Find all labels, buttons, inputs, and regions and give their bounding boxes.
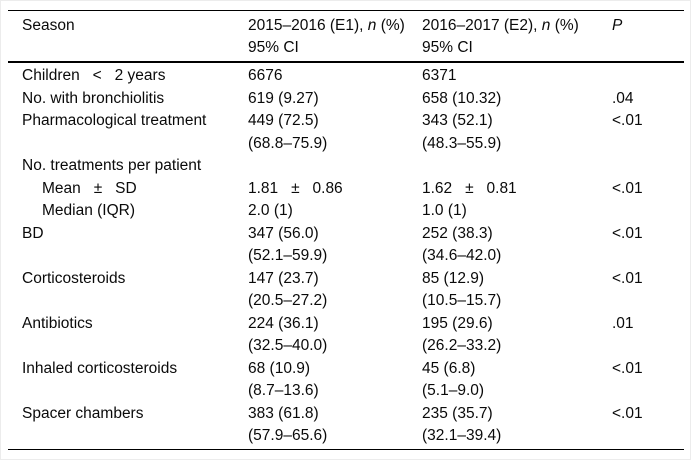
row-label: Median (IQR) xyxy=(42,202,136,219)
p-value: .04 xyxy=(612,89,634,107)
row-label: Children < 2 years xyxy=(22,67,166,84)
e1-value: 347 (56.0) (52.1–59.9) xyxy=(248,224,328,265)
header-e2-post: (%) xyxy=(550,17,579,34)
e2-value: 1.0 (1) xyxy=(422,202,467,219)
p-value: <.01 xyxy=(612,179,643,197)
e1-value: 1.81 ± 0.86 xyxy=(248,179,343,197)
table-row-bd: BD 347 (56.0) (52.1–59.9) 252 (38.3) (34… xyxy=(8,223,684,268)
table-row-bronchiolitis: No. with bronchiolitis 619 (9.27) 658 (1… xyxy=(8,88,684,111)
e1-value xyxy=(248,155,422,178)
table-row-spacer-chambers: Spacer chambers 383 (61.8) (57.9–65.6) 2… xyxy=(8,403,684,448)
header-col-e1: 2015–2016 (E1), n (%) 95% CI xyxy=(248,15,422,59)
header-col-e2: 2016–2017 (E2), n (%) 95% CI xyxy=(422,15,612,59)
header-e1-line1: 2015–2016 (E1), n (%) xyxy=(248,15,422,37)
e2-value: 6371 xyxy=(422,67,457,84)
row-label: BD xyxy=(22,224,44,242)
e1-value: 147 (23.7) (20.5–27.2) xyxy=(248,269,328,310)
p-value xyxy=(612,200,684,223)
table-row-antibiotics: Antibiotics 224 (36.1) (32.5–40.0) 195 (… xyxy=(8,313,684,358)
p-value: <.01 xyxy=(612,404,643,422)
header-e1-n: n xyxy=(367,17,377,34)
header-season: Season xyxy=(22,17,75,34)
e1-value: 6676 xyxy=(248,67,283,84)
table-row-corticosteroids: Corticosteroids 147 (23.7) (20.5–27.2) 8… xyxy=(8,268,684,313)
e2-value: 45 (6.8) (5.1–9.0) xyxy=(422,359,485,400)
header-e2-n: n xyxy=(541,17,551,34)
table-row-inhaled-corticosteroids: Inhaled corticosteroids 68 (10.9) (8.7–1… xyxy=(8,358,684,403)
header-e1-line2: 95% CI xyxy=(248,39,299,56)
row-label: No. treatments per patient xyxy=(22,157,202,174)
e1-value: 383 (61.8) (57.9–65.6) xyxy=(248,404,328,445)
p-value: <.01 xyxy=(612,269,643,287)
e1-value: 224 (36.1) (32.5–40.0) xyxy=(248,314,328,355)
e2-value xyxy=(422,155,612,178)
e1-value: 619 (9.27) xyxy=(248,89,319,107)
p-value: <.01 xyxy=(612,112,643,129)
p-value xyxy=(612,155,684,178)
table-body: Children < 2 years 6676 6371 No. with br… xyxy=(8,63,684,449)
e2-value: 252 (38.3) (34.6–42.0) xyxy=(422,224,502,265)
table-row-pharmacological-treatment: Pharmacological treatment 449 (72.5) (68… xyxy=(8,110,684,155)
table-row-children-under-2: Children < 2 years 6676 6371 xyxy=(8,65,684,88)
e2-value: 1.62 ± 0.81 xyxy=(422,179,517,197)
row-label: Antibiotics xyxy=(22,314,93,332)
table-row-median-iqr: Median (IQR) 2.0 (1) 1.0 (1) xyxy=(8,200,684,223)
seasonal-treatment-table: Season 2015–2016 (E1), n (%) 95% CI 2016… xyxy=(8,10,684,450)
header-col-p: P xyxy=(612,15,684,59)
e2-value: 658 (10.32) xyxy=(422,89,502,107)
p-value: <.01 xyxy=(612,359,643,377)
row-label: Pharmacological treatment xyxy=(22,112,207,129)
header-e1-post: (%) xyxy=(376,17,405,34)
row-label: No. with bronchiolitis xyxy=(22,89,165,107)
row-label: Corticosteroids xyxy=(22,269,126,287)
e2-value: 85 (12.9) (10.5–15.7) xyxy=(422,269,502,310)
p-value: <.01 xyxy=(612,224,643,242)
e1-value: 2.0 (1) xyxy=(248,202,293,219)
header-p-label: P xyxy=(612,17,623,34)
e2-value: 343 (52.1) (48.3–55.9) xyxy=(422,112,502,152)
e1-value: 449 (72.5) (68.8–75.9) xyxy=(248,112,328,152)
table-row-treatments-per-patient: No. treatments per patient xyxy=(8,155,684,178)
p-value: .01 xyxy=(612,314,634,332)
header-e2-line2: 95% CI xyxy=(422,39,473,56)
e2-value: 195 (29.6) (26.2–33.2) xyxy=(422,314,502,355)
e1-value: 68 (10.9) (8.7–13.6) xyxy=(248,359,319,400)
table-row-mean-sd: Mean ± SD 1.81 ± 0.86 1.62 ± 0.81 <.01 xyxy=(8,178,684,201)
e2-value: 235 (35.7) (32.1–39.4) xyxy=(422,404,502,445)
header-e2-pre: 2016–2017 (E2), xyxy=(422,17,542,34)
row-label: Spacer chambers xyxy=(22,404,144,422)
p-value xyxy=(612,65,684,88)
header-e1-pre: 2015–2016 (E1), xyxy=(248,17,368,34)
table-header-row: Season 2015–2016 (E1), n (%) 95% CI 2016… xyxy=(8,11,684,63)
row-label: Mean ± SD xyxy=(42,179,137,197)
row-label: Inhaled corticosteroids xyxy=(22,359,178,377)
header-e2-line1: 2016–2017 (E2), n (%) xyxy=(422,15,612,37)
